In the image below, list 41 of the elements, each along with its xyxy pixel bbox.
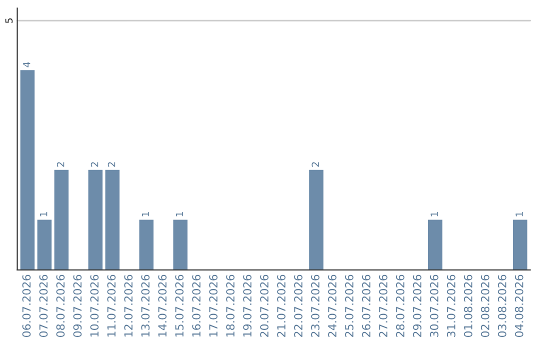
x-tick-label: 14.07.2026 — [158, 274, 167, 337]
x-tick-label: 31.07.2026 — [446, 274, 456, 337]
x-tick-label: 07.07.2026 — [39, 274, 48, 338]
x-tick-label: 28.07.2026 — [396, 274, 404, 337]
x-tick-label: 12.07.2026 — [124, 274, 133, 337]
x-tick-label: 08.07.2026 — [56, 274, 65, 338]
x-tick-label: 16.07.2026 — [192, 274, 201, 337]
x-tick-label: 02.08.2026 — [480, 274, 490, 338]
data-label: 2 — [90, 162, 98, 167]
x-tick-label: 06.07.2026 — [22, 274, 31, 338]
x-tick-label: 15.07.2026 — [175, 274, 184, 337]
data-label: 2 — [108, 162, 116, 167]
x-tick-label: 26.07.2026 — [362, 274, 370, 337]
x-tick-label: 18.07.2026 — [226, 274, 235, 337]
x-tick-label: 17.07.2026 — [209, 274, 218, 337]
x-tick-label: 30.07.2026 — [430, 274, 438, 337]
data-label: 2 — [56, 162, 64, 167]
x-tick-label: 19.07.2026 — [243, 274, 252, 337]
x-tick-label: 11.07.2026 — [107, 274, 116, 337]
x-tick-label: 25.07.2026 — [345, 274, 354, 337]
x-tick-label: 22.07.2026 — [294, 274, 302, 337]
data-label: 4 — [23, 62, 30, 68]
x-tick-label: 29.07.2026 — [412, 274, 422, 337]
data-label: 1 — [516, 212, 523, 216]
data-label: 2 — [312, 162, 319, 167]
x-tick-label: 13.07.2026 — [141, 274, 150, 337]
x-tick-label: 21.07.2026 — [277, 274, 286, 337]
y-tick-label: 5 — [5, 18, 13, 23]
x-tick-label: 09.07.2026 — [73, 274, 82, 338]
x-tick-label: 24.07.2026 — [328, 274, 336, 337]
data-label: 1 — [176, 212, 184, 216]
x-tick-label: 01.08.2026 — [464, 274, 472, 338]
data-label: 1 — [40, 212, 48, 216]
x-tick-label: 27.07.2026 — [379, 274, 388, 337]
x-tick-label: 03.08.2026 — [498, 274, 506, 338]
x-tick-label: 20.07.2026 — [260, 274, 269, 337]
data-label: 1 — [142, 212, 150, 216]
x-tick-label: 04.08.2026 — [514, 274, 524, 338]
data-label: 1 — [430, 212, 438, 216]
x-tick-label: 10.07.2026 — [90, 274, 99, 337]
x-tick-label: 23.07.2026 — [311, 274, 320, 337]
